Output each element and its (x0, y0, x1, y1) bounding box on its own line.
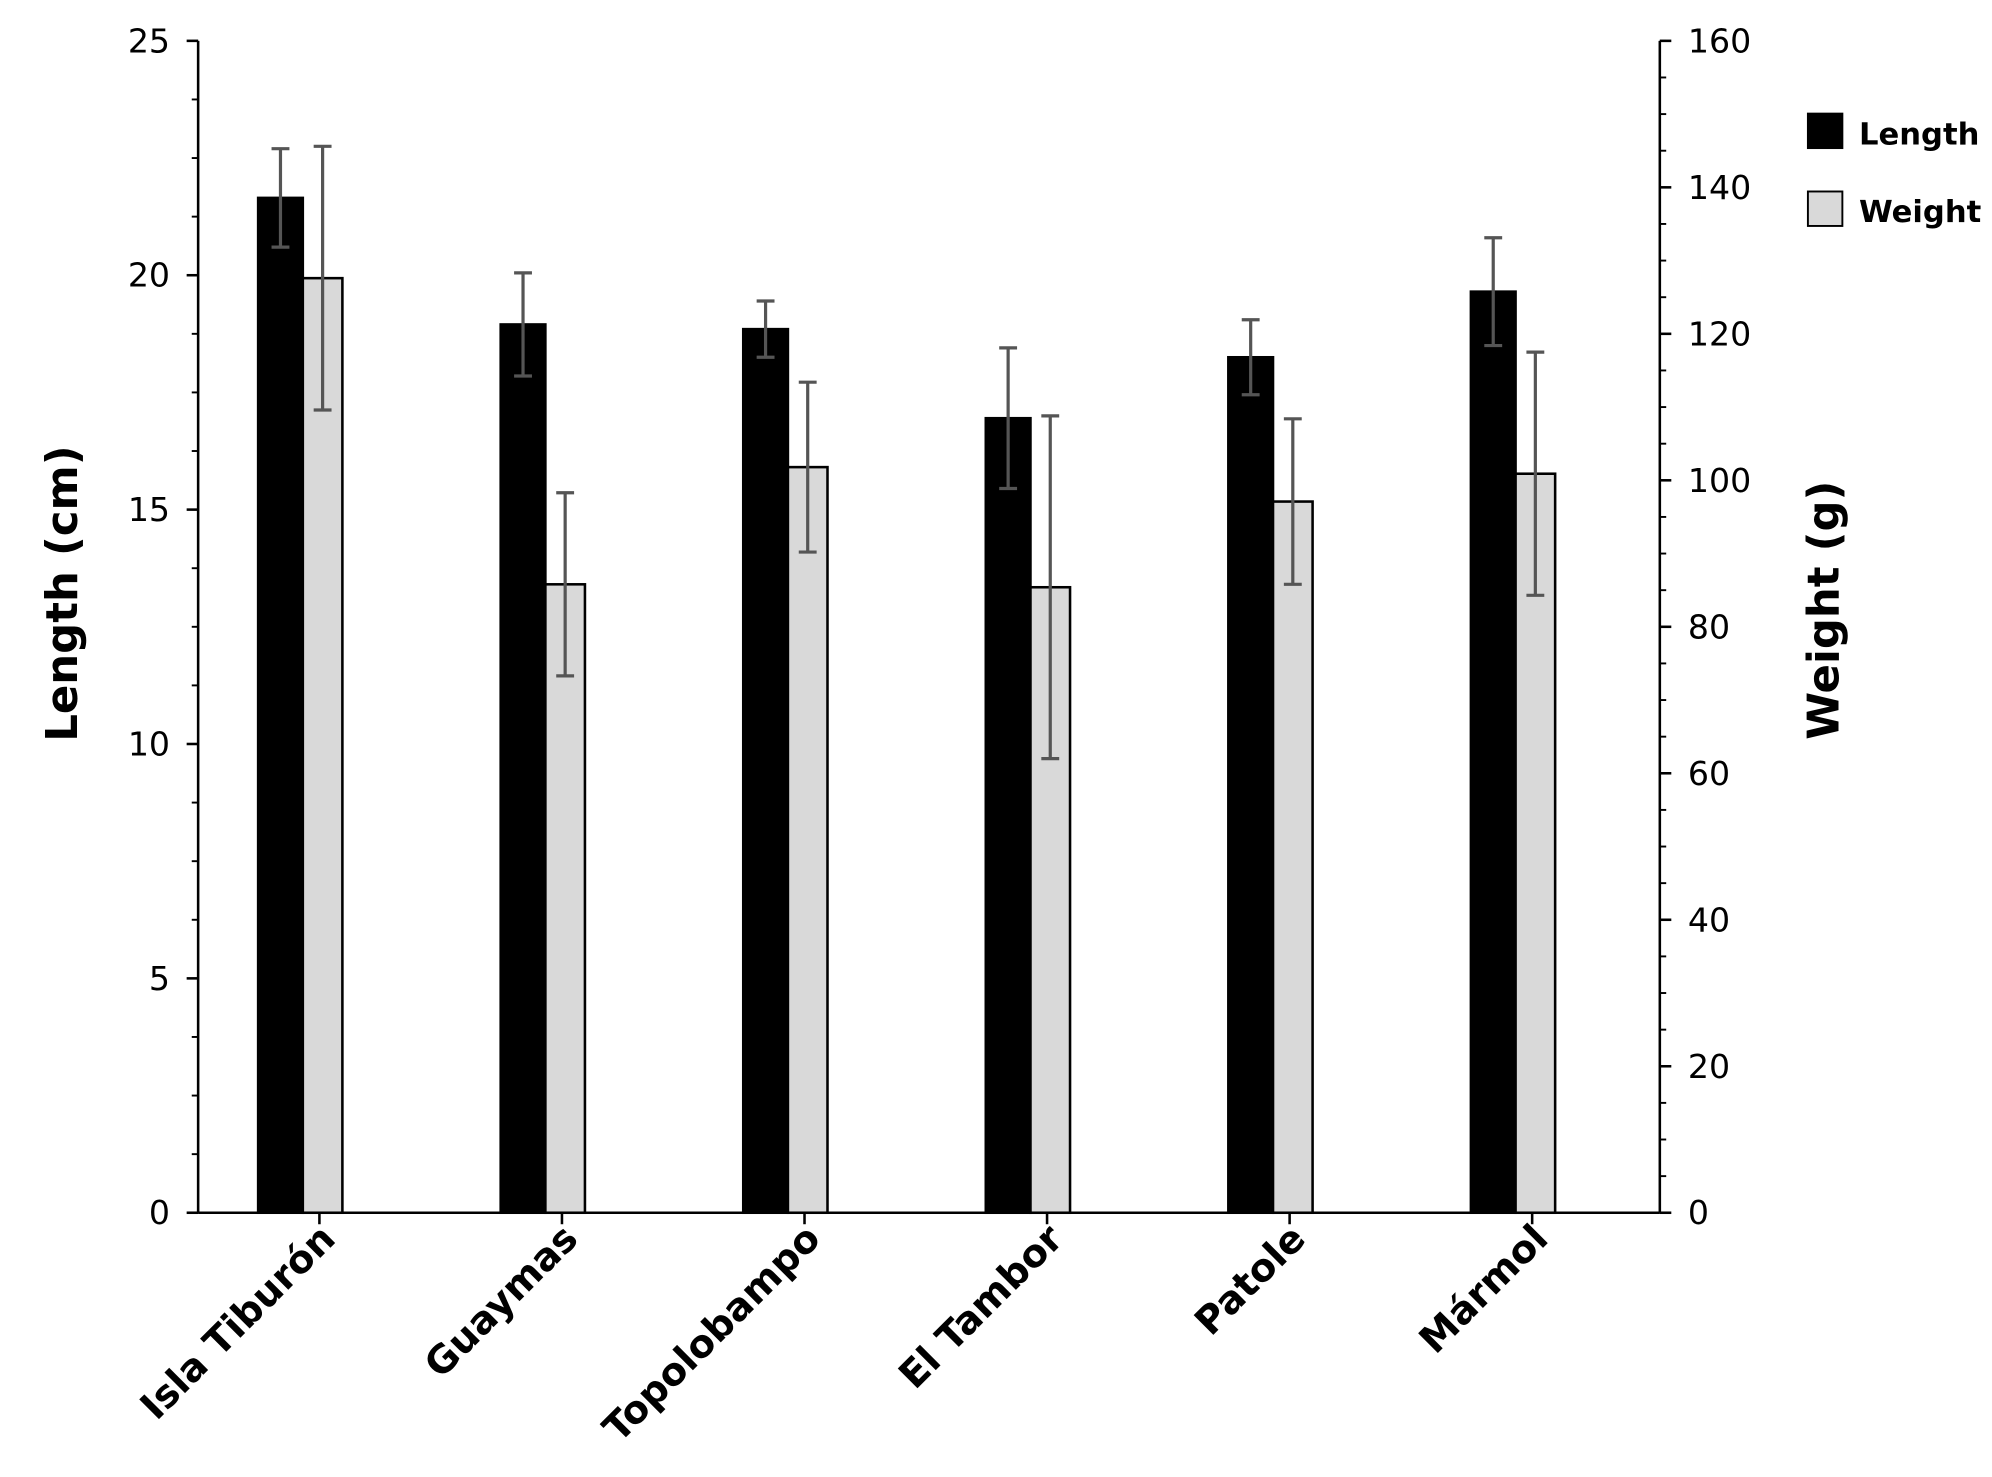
bar-weight (301, 276, 344, 1215)
y2-tick-label: 120 (1688, 314, 1751, 353)
x-tick-label: Patole (1186, 1216, 1314, 1344)
bar-length (984, 416, 1032, 1215)
y2-tick-label: 80 (1688, 607, 1730, 646)
y2-axis-label: Weight (g) (1800, 481, 1850, 740)
legend-label-length: Length (1859, 117, 1979, 152)
x-tick-label: Guaymas (416, 1216, 587, 1387)
x-tick-label: Isla Tiburón (132, 1216, 345, 1429)
y2-tick-label: 160 (1688, 21, 1751, 60)
bar-length (741, 327, 790, 1215)
bar-weight (1271, 500, 1314, 1215)
y2-tick-label: 60 (1688, 754, 1730, 793)
y-axis-label: Length (cm) (38, 445, 88, 741)
y2-tick-label: 0 (1688, 1193, 1709, 1232)
y-tick-label: 20 (128, 256, 170, 295)
y-tick-label: 5 (149, 959, 170, 998)
y2-tick-label: 20 (1688, 1047, 1730, 1086)
x-tick-label: Topolobampo (594, 1216, 829, 1451)
legend-swatch-weight (1806, 190, 1844, 227)
bar-length (1469, 290, 1517, 1215)
bar-length (499, 323, 547, 1215)
y-tick-label: 0 (149, 1193, 170, 1232)
x-tick-label: Mármol (1411, 1216, 1557, 1362)
y-tick-label: 25 (128, 21, 170, 60)
bar-length (256, 196, 305, 1215)
legend-label-weight: Weight (1859, 195, 1981, 230)
bar-length (1227, 355, 1275, 1215)
bar-weight (544, 583, 587, 1215)
y2-tick-label: 100 (1688, 461, 1751, 500)
y2-tick-label: 40 (1688, 900, 1730, 939)
y-tick-label: 15 (128, 490, 170, 529)
y-tick-label: 10 (128, 724, 170, 763)
x-tick-label: El Tambor (890, 1216, 1072, 1398)
bar-weight (786, 465, 829, 1215)
legend-swatch-length (1806, 112, 1844, 150)
y2-tick-label: 140 (1688, 168, 1751, 207)
legend: Length Weight (1806, 112, 1981, 230)
